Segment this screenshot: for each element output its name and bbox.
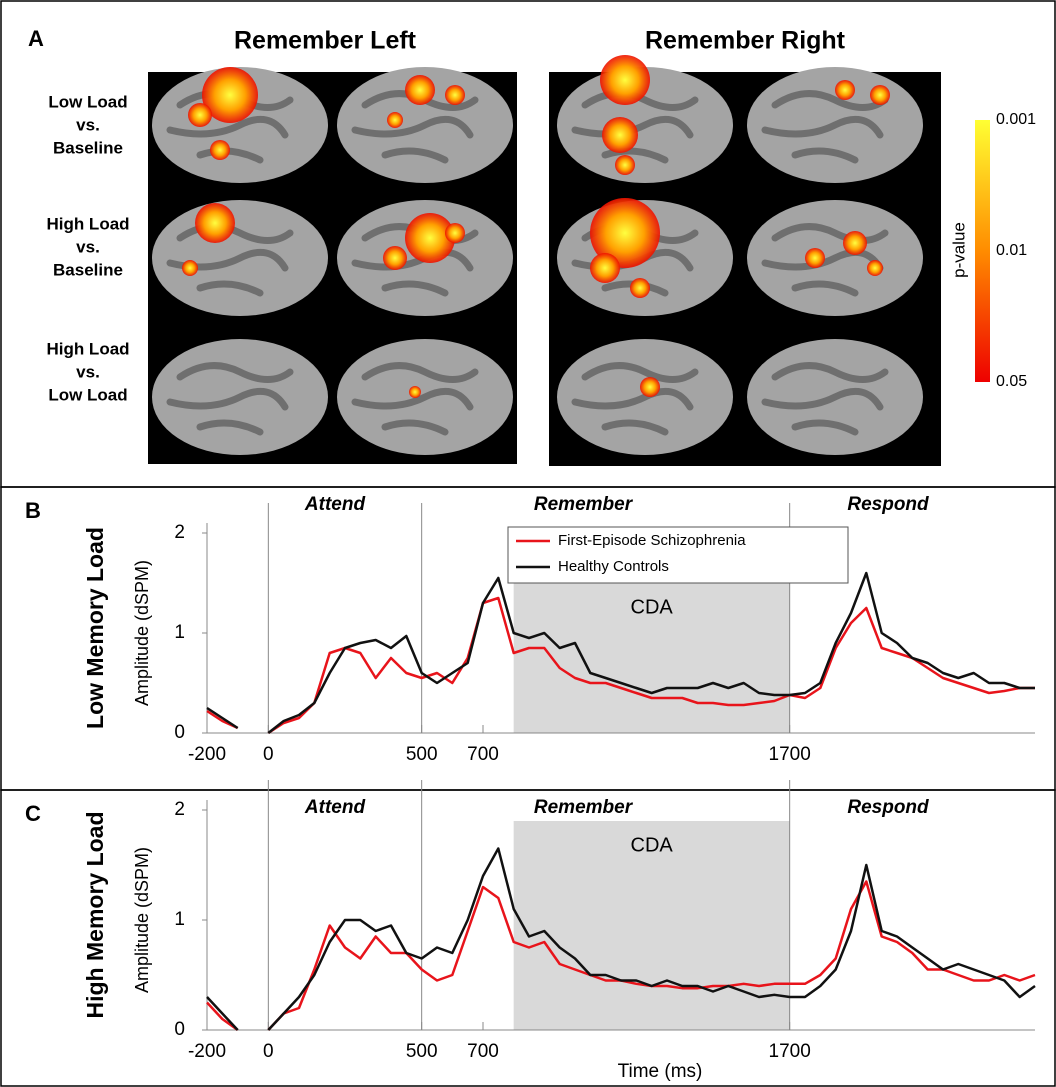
phase-label: Remember [534,494,634,515]
shade-label: CDA [631,834,674,856]
y-axis-label: Amplitude (dSPM) [132,847,152,993]
colorbar-label: p-value [949,222,968,278]
x-tick-label: 500 [406,1041,438,1062]
activation [870,85,890,105]
phase-label: Respond [847,494,929,515]
row-label: vs. [76,362,100,381]
x-tick-label: 1700 [769,744,811,765]
activation [867,260,883,276]
x-axis-label: Time (ms) [618,1061,703,1082]
x-tick-label: 700 [467,744,499,765]
y-axis-label: Amplitude (dSPM) [132,560,152,706]
activation [602,117,638,153]
y-tick-label: 2 [174,522,185,543]
activation [615,155,635,175]
x-tick-label: -200 [188,1041,226,1062]
y-tick-label: 2 [174,799,185,820]
row-label: Baseline [53,260,123,279]
activation [383,246,407,270]
colorbar-tick: 0.05 [996,373,1027,390]
activation [445,85,465,105]
row-label: Baseline [53,138,123,157]
colorbar-tick: 0.001 [996,111,1036,128]
colorbar [975,120,990,382]
activation [843,231,867,255]
y-tick-label: 1 [174,909,185,930]
phase-label: Attend [304,494,366,515]
activation [182,260,198,276]
activation [600,55,650,105]
panel-title: Low Memory Load [82,527,108,729]
y-tick-label: 1 [174,622,185,643]
activation [630,278,650,298]
row-label: vs. [76,237,100,256]
row-label: High Load [46,339,129,358]
activation [188,103,212,127]
legend-label: Healthy Controls [558,558,669,575]
activation [445,223,465,243]
activation [405,75,435,105]
activation [195,203,235,243]
row-label: vs. [76,115,100,134]
activation [805,248,825,268]
phase-label: Remember [534,797,634,818]
column-title: Remember Right [645,27,846,55]
x-tick-label: 1700 [769,1041,811,1062]
legend-label: First-Episode Schizophrenia [558,532,746,549]
shade-label: CDA [631,596,674,618]
activation [590,253,620,283]
activation [640,377,660,397]
panel-label: A [28,26,44,51]
figure: A Remember Left Remember Right Low Load vs. B… [0,0,1056,1087]
row-label: Low Load [48,385,127,404]
panel-label: B [25,498,41,523]
x-tick-label: 0 [263,744,274,765]
panel-label: C [25,801,41,826]
x-tick-label: 700 [467,1041,499,1062]
x-tick-label: -200 [188,744,226,765]
y-tick-label: 0 [174,722,185,743]
panel-title: High Memory Load [82,811,108,1018]
activation [409,386,421,398]
colorbar-tick: 0.01 [996,242,1027,259]
activation [835,80,855,100]
phase-label: Attend [304,797,366,818]
row-label: High Load [46,214,129,233]
phase-label: Respond [847,797,929,818]
x-tick-label: 500 [406,744,438,765]
activation [210,140,230,160]
y-tick-label: 0 [174,1019,185,1040]
activation [387,112,403,128]
x-tick-label: 0 [263,1041,274,1062]
row-label: Low Load [48,92,127,111]
column-title: Remember Left [234,27,417,55]
